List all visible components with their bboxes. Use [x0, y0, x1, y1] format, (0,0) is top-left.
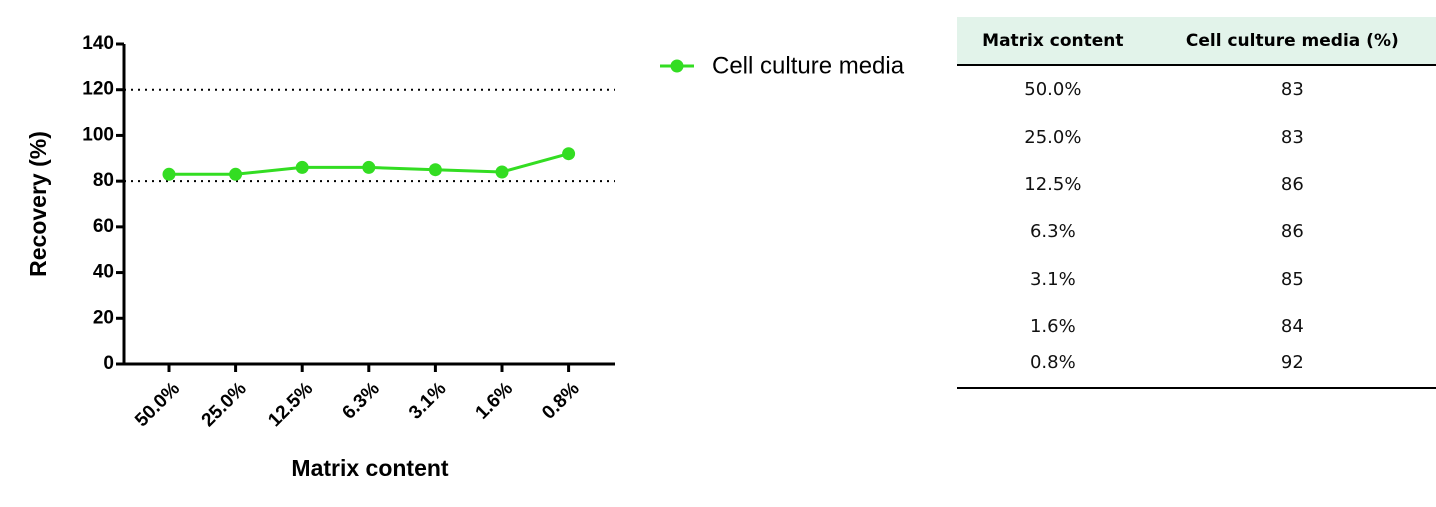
legend-marker: [670, 59, 684, 73]
table-cell: 6.3%: [1029, 221, 1076, 243]
y-tick-label: 140: [82, 33, 114, 54]
x-tick-label: 50.0%: [131, 378, 184, 431]
table-cell: 92: [1148, 350, 1436, 390]
x-tick-label: 6.3%: [338, 378, 384, 424]
y-tick-label: 0: [103, 353, 114, 374]
table-cell: 85: [1280, 268, 1304, 290]
header-row: Matrix content Cell culture media (%): [957, 17, 1436, 66]
y-tick-label: 120: [82, 79, 114, 100]
table-cell: 86: [1280, 173, 1304, 195]
chart: Matrix content Recovery (%) 0 20 40 60 80 100…: [25, 33, 905, 481]
data-point: [229, 167, 243, 181]
table-cell: 84: [1280, 316, 1304, 338]
table-row: 0.8% 92: [957, 350, 1436, 390]
y-tick-label: 20: [93, 307, 114, 328]
x-tick-label: 0.8%: [538, 378, 584, 424]
x-tick-label: 12.5%: [264, 378, 317, 431]
y-tick-label: 100: [82, 124, 114, 145]
y-tick-label: 60: [93, 216, 114, 237]
table-row: 1.6% 84: [957, 303, 1436, 350]
y-tick-label: 80: [93, 170, 114, 191]
table-cell: 0.8%: [957, 350, 1149, 390]
table-cell: 83: [1280, 79, 1304, 101]
x-tick-label: 1.6%: [472, 378, 518, 424]
header-cell: Cell culture media (%): [1148, 17, 1436, 66]
x-tick-label: 25.0%: [198, 378, 251, 431]
x-tick-label: 3.1%: [405, 378, 451, 424]
table-cell: 1.6%: [1029, 316, 1076, 338]
data-point: [362, 160, 376, 174]
data-point: [162, 167, 176, 181]
table-cell: 50.0%: [1024, 79, 1082, 101]
table-row: 50.0% 83: [957, 65, 1436, 113]
y-tick-label: 40: [93, 262, 114, 283]
table-row: 12.5% 86: [957, 161, 1436, 208]
data-point: [428, 163, 442, 177]
x-axis-title: Matrix content: [291, 455, 449, 481]
table-row: 3.1% 85: [957, 256, 1436, 303]
table-cell: 83: [1280, 126, 1304, 148]
y-axis-title: Recovery (%): [25, 131, 51, 277]
table-cell: 86: [1280, 221, 1304, 243]
table-cell: 3.1%: [1029, 268, 1076, 290]
table-cell: 25.0%: [1024, 126, 1082, 148]
header-cell: Matrix content: [957, 17, 1149, 66]
legend-label: Cell culture media: [712, 52, 905, 79]
table-cell: 12.5%: [1024, 173, 1082, 195]
data-point: [495, 165, 509, 179]
table-row: 6.3% 86: [957, 208, 1436, 255]
data-table: Matrix content Cell culture media (%) 50…: [957, 17, 1436, 390]
data-point: [562, 147, 576, 161]
table-row: 25.0% 83: [957, 113, 1436, 160]
data-point: [295, 160, 309, 174]
table-body: 50.0% 83 25.0% 83 12.5% 86 6.3% 86 3.1% 85 1.6% 84 0…: [957, 65, 1436, 390]
